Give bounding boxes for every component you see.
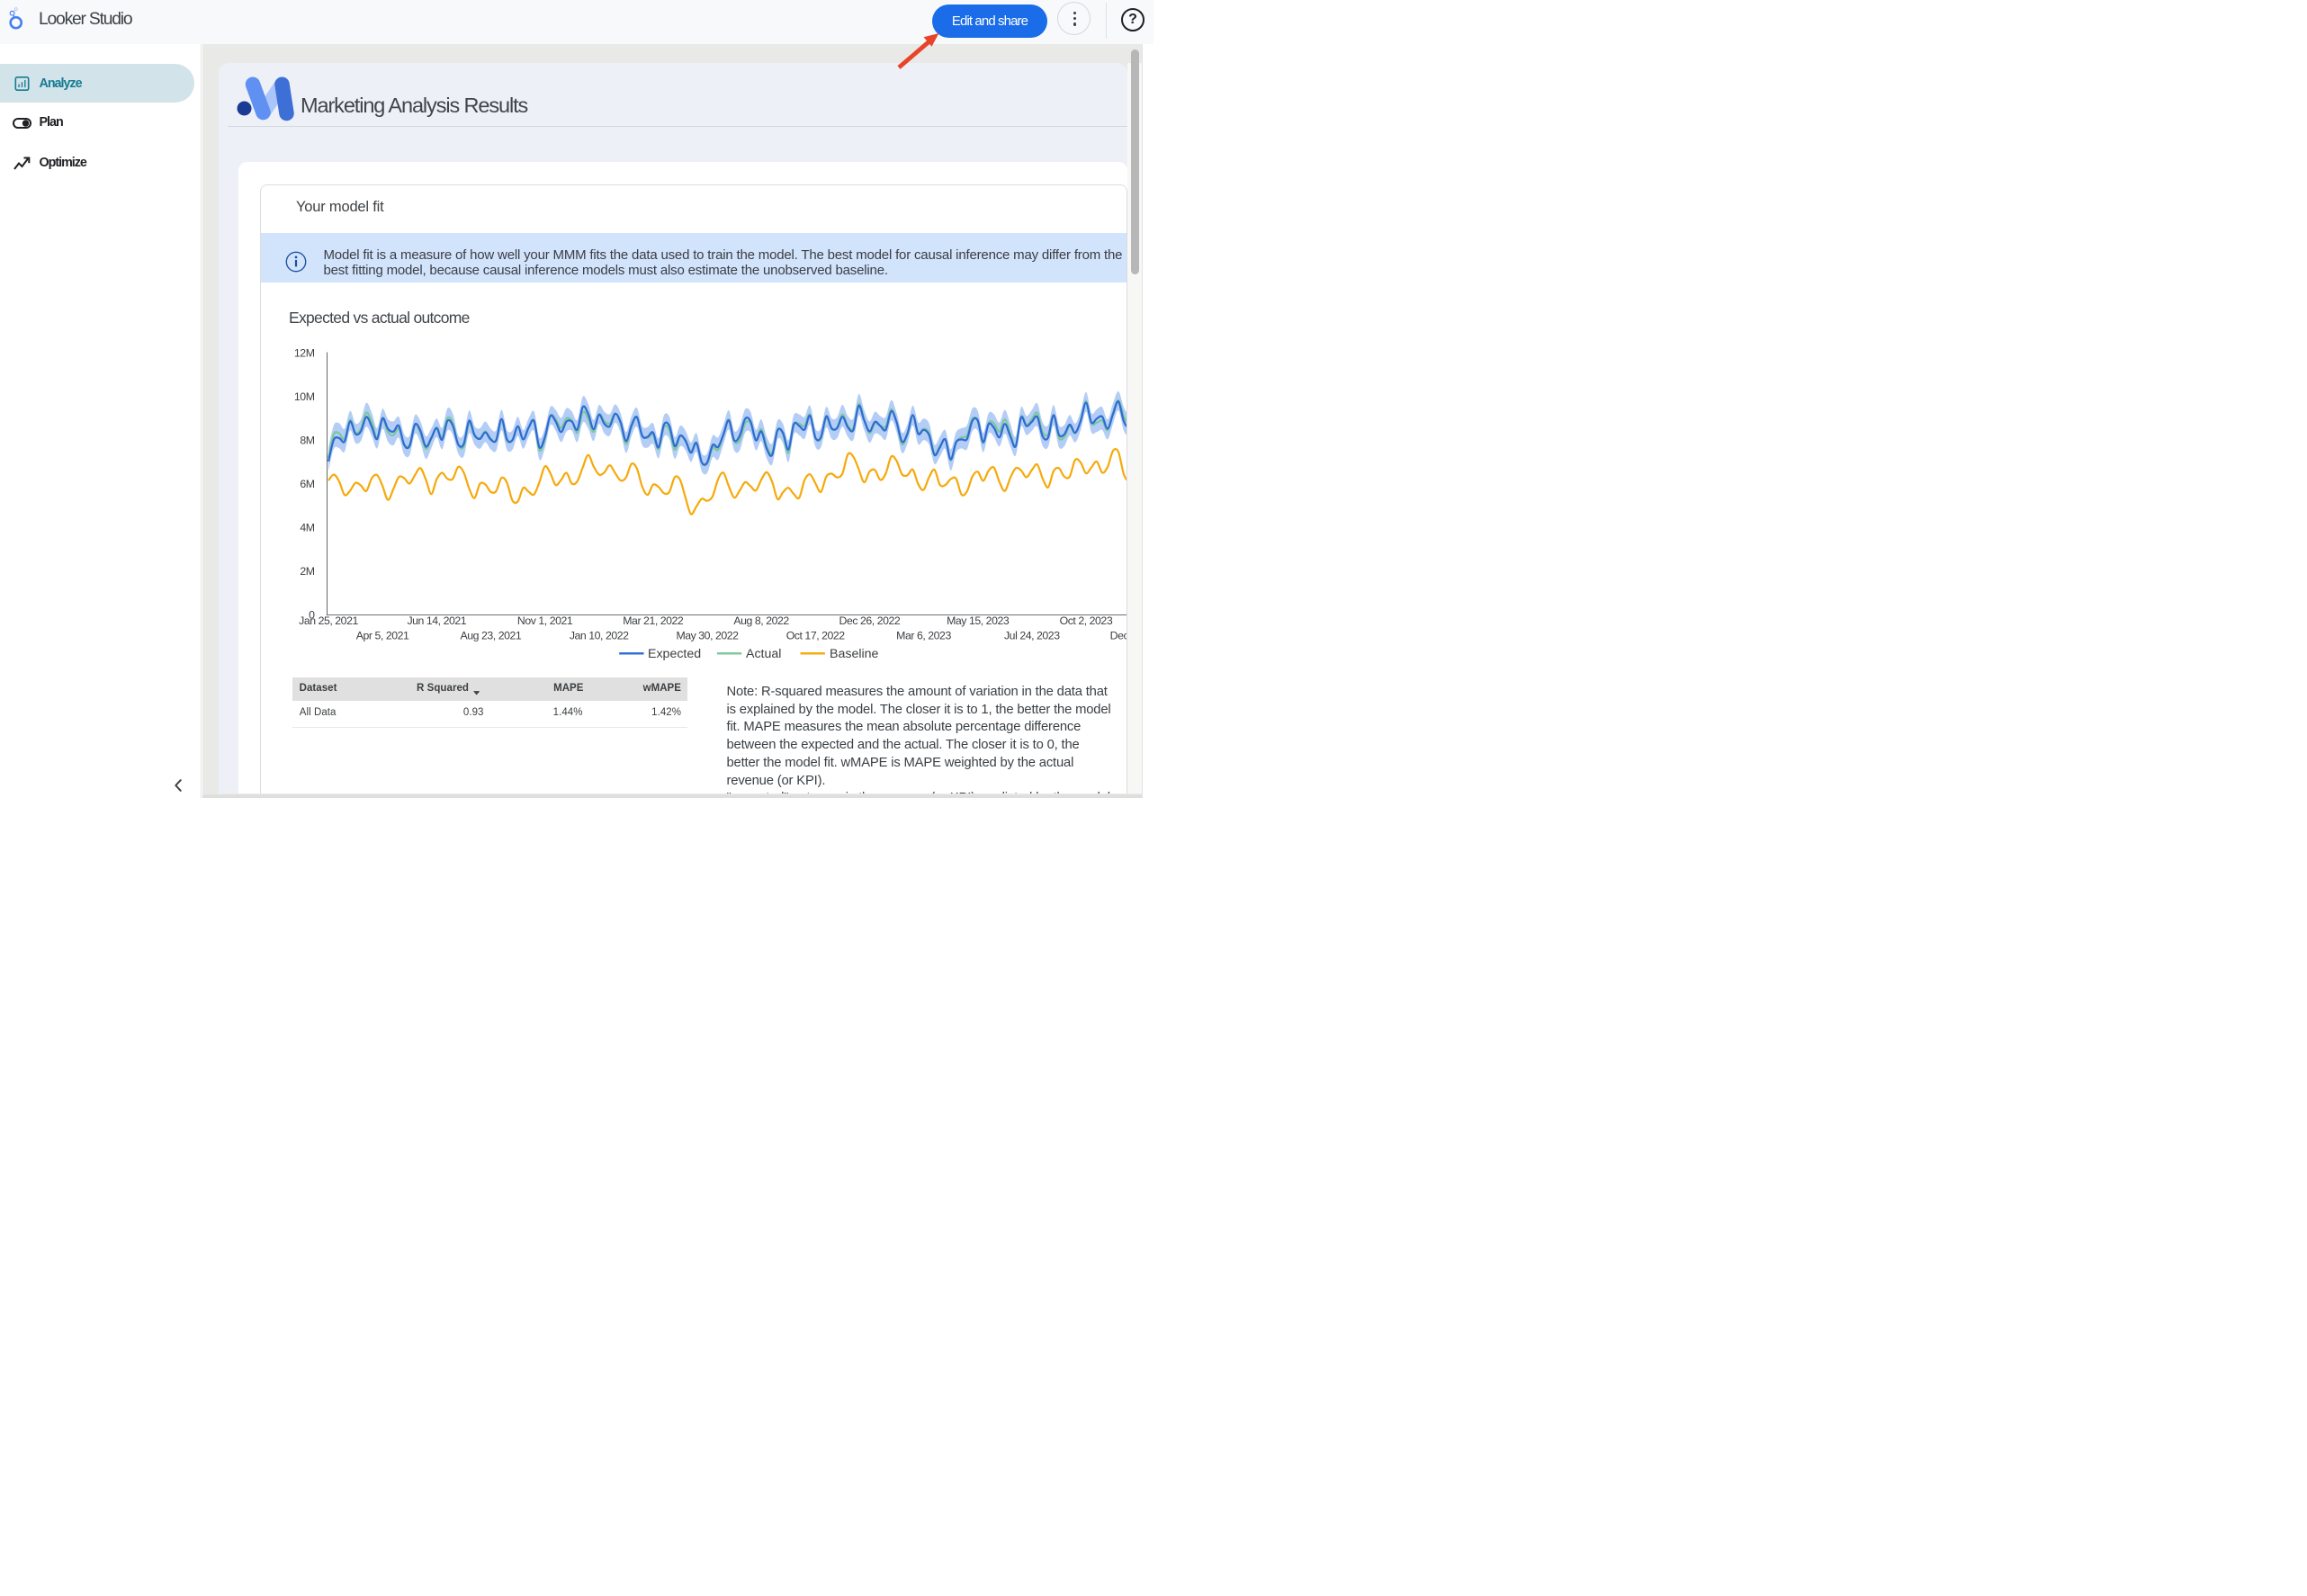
svg-text:Nov 1, 2021: Nov 1, 2021 (516, 614, 572, 627)
svg-text:Oct 2, 2023: Oct 2, 2023 (1059, 614, 1112, 627)
svg-text:Actual: Actual (746, 647, 781, 661)
svg-text:Oct 17, 2022: Oct 17, 2022 (785, 629, 845, 641)
svg-text:12M: 12M (293, 347, 314, 360)
svg-text:Aug 8, 2022: Aug 8, 2022 (733, 614, 789, 627)
svg-text:6M: 6M (300, 478, 314, 490)
svg-text:Apr 5, 2021: Apr 5, 2021 (355, 629, 408, 641)
svg-text:Baseline: Baseline (830, 647, 879, 661)
svg-text:Jan 10, 2022: Jan 10, 2022 (569, 629, 628, 641)
svg-text:May 30, 2022: May 30, 2022 (676, 629, 739, 641)
svg-text:8M: 8M (300, 435, 314, 447)
svg-text:Mar 21, 2022: Mar 21, 2022 (623, 614, 684, 627)
svg-text:Mar 6, 2023: Mar 6, 2023 (896, 629, 951, 641)
svg-text:Dec 11, 2023: Dec 11, 2023 (1109, 629, 1127, 641)
svg-text:Jul 24, 2023: Jul 24, 2023 (1003, 629, 1059, 641)
svg-text:Dec 26, 2022: Dec 26, 2022 (839, 614, 900, 627)
svg-text:2M: 2M (300, 565, 314, 578)
svg-text:4M: 4M (300, 521, 314, 533)
svg-text:May 15, 2023: May 15, 2023 (947, 614, 1010, 627)
svg-text:Aug 23, 2021: Aug 23, 2021 (460, 629, 521, 641)
svg-text:0: 0 (309, 608, 315, 621)
svg-text:Expected: Expected (648, 647, 701, 661)
svg-text:Jun 14, 2021: Jun 14, 2021 (407, 614, 466, 627)
svg-text:10M: 10M (293, 390, 314, 403)
svg-text:Jan 25, 2021: Jan 25, 2021 (299, 614, 358, 627)
